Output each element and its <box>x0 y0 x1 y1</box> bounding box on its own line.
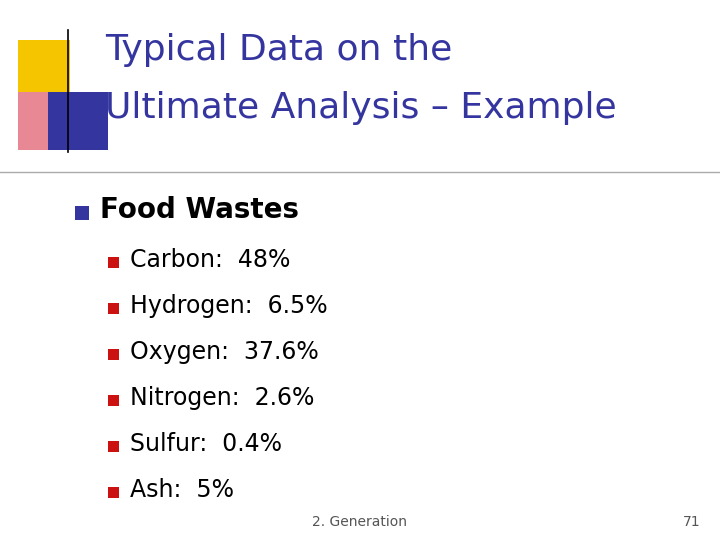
Bar <box>75 206 89 220</box>
Text: Oxygen:  37.6%: Oxygen: 37.6% <box>130 340 319 364</box>
Text: Hydrogen:  6.5%: Hydrogen: 6.5% <box>130 294 328 318</box>
Text: Ultimate Analysis – Example: Ultimate Analysis – Example <box>105 91 616 125</box>
Bar <box>108 303 119 314</box>
Bar <box>108 441 119 452</box>
Text: Typical Data on the: Typical Data on the <box>105 33 452 67</box>
Bar <box>18 92 60 150</box>
Bar <box>108 257 119 268</box>
Text: Carbon:  48%: Carbon: 48% <box>130 248 290 272</box>
Bar <box>48 92 108 150</box>
Text: Sulfur:  0.4%: Sulfur: 0.4% <box>130 432 282 456</box>
Bar <box>108 395 119 406</box>
Text: Nitrogen:  2.6%: Nitrogen: 2.6% <box>130 386 315 410</box>
Bar <box>108 487 119 498</box>
Bar <box>108 349 119 360</box>
Bar <box>18 40 70 92</box>
Text: Food Wastes: Food Wastes <box>100 196 299 224</box>
Text: 2. Generation: 2. Generation <box>312 515 408 529</box>
Text: 71: 71 <box>683 515 700 529</box>
Text: Ash:  5%: Ash: 5% <box>130 478 234 502</box>
